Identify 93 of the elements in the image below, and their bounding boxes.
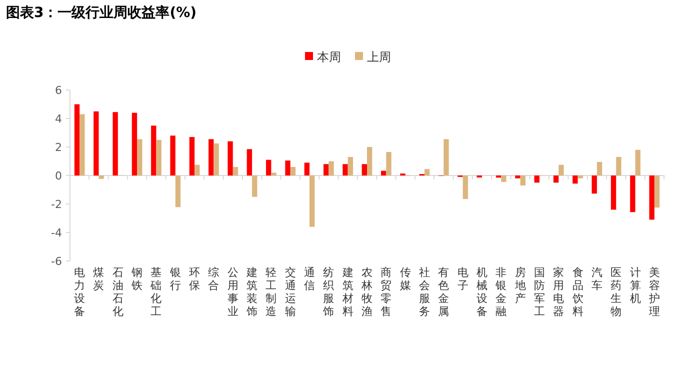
- y-tick-label: 6: [55, 84, 62, 97]
- x-tick-label: 综合: [208, 266, 220, 292]
- x-tick-label: 基础化工: [150, 266, 162, 318]
- chart-title: 图表3：一级行业周收益率(%): [6, 4, 197, 21]
- bar: [98, 176, 104, 179]
- bar: [175, 176, 181, 208]
- bar: [290, 166, 296, 176]
- bar: [252, 176, 258, 197]
- bar: [328, 161, 334, 176]
- bar: [348, 156, 354, 176]
- x-tick-label: 家用电器: [553, 266, 564, 318]
- bar: [649, 176, 654, 220]
- x-tick-label: 计算机: [630, 266, 641, 305]
- x-tick-label: 商贸零售: [380, 266, 392, 318]
- bar: [285, 160, 290, 176]
- bar: [342, 164, 348, 176]
- bar: [94, 111, 99, 176]
- bar: [156, 140, 162, 176]
- legend-label: 上周: [367, 50, 391, 64]
- x-tick-label: 食品饮料: [571, 266, 584, 318]
- bar: [592, 176, 597, 194]
- y-tick-label: 4: [55, 112, 62, 126]
- legend-label: 本周: [317, 50, 341, 64]
- bar: [362, 164, 367, 176]
- bar: [444, 139, 449, 176]
- x-tick-label: 医药生物: [610, 266, 622, 318]
- bar: [380, 170, 386, 176]
- bar: [520, 176, 526, 186]
- bar: [501, 176, 506, 182]
- x-tick-label: 有色金属: [438, 266, 450, 318]
- x-tick-label: 电力设备: [74, 266, 86, 318]
- bar: [74, 104, 80, 176]
- y-tick-label: 2: [55, 141, 62, 154]
- bar: [246, 149, 252, 176]
- bar: [515, 176, 520, 178]
- x-tick-label: 社会服务: [418, 266, 430, 318]
- bar: [534, 176, 540, 183]
- bar: [553, 176, 559, 183]
- x-tick-label: 石油石化: [112, 266, 124, 318]
- y-tick-label: -2: [51, 198, 62, 211]
- bar: [462, 176, 468, 200]
- bar: [367, 147, 372, 176]
- x-tick-label: 钢铁: [130, 266, 143, 292]
- x-tick-label: 农林牧渔: [360, 266, 372, 318]
- x-tick-label: 通信: [304, 266, 316, 292]
- bar: [635, 150, 640, 176]
- bar: [132, 112, 138, 176]
- x-tick-label: 建筑装饰: [246, 266, 258, 318]
- bar: [266, 160, 272, 176]
- bar: [151, 126, 156, 176]
- bar: [572, 176, 578, 184]
- x-tick-label: 非银金融: [494, 266, 507, 318]
- bar: [310, 176, 315, 227]
- x-tick-label: 纺织服饰: [322, 266, 334, 318]
- y-tick-label: 0: [55, 170, 62, 182]
- bar: [228, 141, 233, 176]
- bar: [194, 164, 200, 176]
- x-tick-label: 公用事业: [227, 266, 238, 318]
- x-tick-label: 美容护理: [648, 266, 660, 318]
- bar: [324, 164, 329, 176]
- bar: [189, 137, 195, 176]
- y-tick-label: -4: [51, 226, 62, 240]
- bar: [578, 176, 583, 178]
- x-tick-label: 银行: [168, 266, 181, 292]
- x-tick-label: 环保: [189, 266, 200, 292]
- bar: [214, 143, 219, 176]
- bar: [80, 114, 85, 176]
- x-tick-label: 电子: [457, 266, 468, 292]
- bar: [271, 172, 276, 176]
- bar: [137, 139, 142, 176]
- bar: [654, 176, 660, 208]
- x-tick-label: 传媒: [400, 266, 411, 292]
- x-tick-label: 轻工制造: [266, 266, 277, 318]
- bar: [232, 166, 238, 176]
- x-tick-label: 建筑材料: [341, 266, 354, 318]
- bar: [610, 176, 616, 210]
- x-tick-label: 交通运输: [284, 266, 296, 318]
- x-tick-label: 汽车: [591, 266, 602, 292]
- bar: [304, 162, 310, 176]
- bar: [558, 164, 564, 176]
- x-tick-label: 国防军工: [534, 266, 545, 318]
- x-tick-label: 房地产: [514, 266, 526, 305]
- x-tick-label: 煤炭: [93, 266, 104, 292]
- bar: [616, 156, 622, 176]
- y-tick-label: -6: [51, 255, 62, 268]
- bar: [596, 162, 602, 176]
- bar: [170, 136, 176, 176]
- bar: [112, 112, 118, 176]
- bar: [630, 176, 636, 212]
- x-tick-label: 机械设备: [476, 266, 488, 318]
- bar: [386, 152, 392, 176]
- bar: [208, 139, 214, 176]
- bar: [424, 169, 430, 176]
